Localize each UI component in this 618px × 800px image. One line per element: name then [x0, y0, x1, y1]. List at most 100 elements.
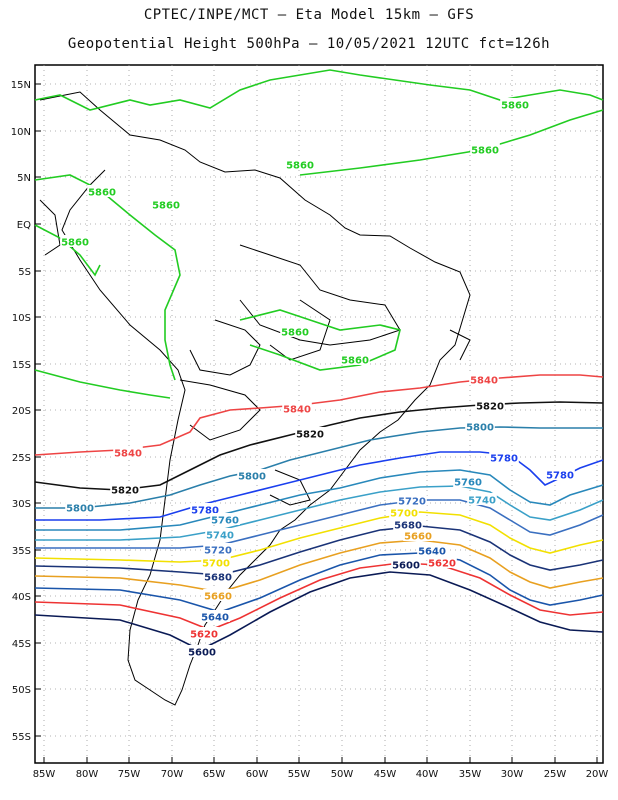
contour-label-bg	[453, 475, 483, 487]
contour-label-5720: 5720	[398, 497, 426, 508]
contour-label-bg	[280, 325, 310, 337]
contour-label-5660: 5660	[204, 592, 232, 603]
lon-tick-label: 85W	[33, 769, 56, 780]
lon-tick-label: 70W	[161, 769, 184, 780]
lat-tick-label: 25S	[12, 453, 31, 464]
coast-border-line	[39, 199, 61, 256]
coast-border-line	[269, 469, 311, 506]
contour-label-bg	[545, 468, 575, 480]
contour-label-bg	[60, 235, 90, 247]
lat-tick-label: 30S	[12, 499, 31, 510]
contour-label-bg	[427, 556, 457, 568]
contour-label-5620: 5620	[190, 630, 218, 641]
contour-label-5800: 5800	[466, 423, 494, 434]
contour-label-bg	[113, 446, 143, 458]
contour-label-5860: 5860	[61, 238, 89, 249]
contour-label-5780: 5780	[490, 454, 518, 465]
contour-label-5740: 5740	[206, 531, 234, 542]
contour-label-5840: 5840	[114, 449, 142, 460]
contour-label-bg	[282, 402, 312, 414]
map-frame	[34, 64, 604, 764]
contour-label-bg	[393, 518, 423, 530]
contour-label-5800: 5800	[66, 504, 94, 515]
contour-label-5840: 5840	[470, 376, 498, 387]
contour-label-bg	[397, 494, 427, 506]
contour-label-5860: 5860	[471, 146, 499, 157]
contour-label-bg	[475, 399, 505, 411]
contour-label-bg	[237, 469, 267, 481]
lat-tick-label: 15N	[11, 80, 31, 91]
lon-tick-label: 50W	[331, 769, 354, 780]
contour-label-5800: 5800	[238, 472, 266, 483]
contour-label-5700: 5700	[202, 559, 230, 570]
lon-tick-label: 60W	[246, 769, 269, 780]
contour-label-bg	[187, 645, 217, 657]
contour-label-bg	[417, 544, 447, 556]
lat-tick-label: 5N	[17, 173, 31, 184]
contour-label-5860: 5860	[88, 188, 116, 199]
lon-tick-label: 35W	[459, 769, 482, 780]
lon-tick-label: 65W	[203, 769, 226, 780]
lat-tick-label: 35S	[12, 546, 31, 557]
contour-label-5660: 5660	[404, 532, 432, 543]
contour-label-bg	[469, 373, 499, 385]
contour-label-bg	[200, 610, 230, 622]
contour-label-5760: 5760	[454, 478, 482, 489]
contour-line-5760	[35, 469, 604, 531]
lon-tick-label: 75W	[118, 769, 141, 780]
contour-label-bg	[201, 556, 231, 568]
contour-label-5780: 5780	[546, 471, 574, 482]
contour-label-bg	[210, 513, 240, 525]
contour-line-5860	[34, 369, 171, 399]
contour-label-5600: 5600	[392, 561, 420, 572]
contour-label-bg	[110, 483, 140, 495]
contour-label-5860: 5860	[152, 201, 180, 212]
contour-label-5820: 5820	[296, 430, 324, 441]
contour-label-5680: 5680	[394, 521, 422, 532]
lon-tick-label: 45W	[374, 769, 397, 780]
coast-border-line	[239, 244, 401, 346]
contour-label-5740: 5740	[468, 496, 496, 507]
contour-label-5860: 5860	[341, 356, 369, 367]
contour-label-bg	[189, 627, 219, 639]
contour-label-bg	[151, 198, 181, 210]
contour-label-5680: 5680	[204, 573, 232, 584]
contour-label-5820: 5820	[111, 486, 139, 497]
contour-line-5740	[35, 485, 604, 541]
lon-tick-label: 80W	[76, 769, 99, 780]
contour-label-bg	[389, 506, 419, 518]
contour-line-5860	[239, 309, 401, 371]
contour-label-bg	[403, 529, 433, 541]
chart-title: CPTEC/INPE/MCT – Eta Model 15km – GFS	[143, 7, 475, 23]
lon-tick-label: 55W	[288, 769, 311, 780]
lat-tick-label: 40S	[12, 592, 31, 603]
chart-subtitle: Geopotential Height 500hPa – 10/05/2021 …	[67, 36, 551, 52]
contour-label-bg	[467, 493, 497, 505]
contour-label-5860: 5860	[286, 161, 314, 172]
contour-label-5640: 5640	[418, 547, 446, 558]
contour-label-5600: 5600	[188, 648, 216, 659]
lon-tick-label: 20W	[586, 769, 609, 780]
lat-tick-label: 20S	[12, 406, 31, 417]
coast-border-line	[189, 319, 261, 376]
contour-label-bg	[391, 558, 421, 570]
lat-tick-label: EQ	[17, 220, 31, 231]
lon-tick-label: 40W	[416, 769, 439, 780]
contour-label-bg	[205, 528, 235, 540]
lat-tick-label: 5S	[18, 267, 31, 278]
contour-label-5720: 5720	[204, 546, 232, 557]
coast-border-line	[269, 299, 331, 361]
contour-line-5780	[35, 451, 604, 521]
contour-line-5860	[34, 69, 604, 111]
lat-tick-label: 10N	[11, 127, 31, 138]
grid-lines	[35, 65, 603, 763]
contour-label-bg	[470, 143, 500, 155]
coast-border-line	[179, 379, 261, 441]
contour-label-bg	[65, 501, 95, 513]
lat-tick-label: 10S	[12, 313, 31, 324]
contour-line-5620	[34, 562, 604, 631]
contour-label-bg	[295, 427, 325, 439]
contour-line-5800	[35, 426, 603, 509]
contour-label-5620: 5620	[428, 559, 456, 570]
